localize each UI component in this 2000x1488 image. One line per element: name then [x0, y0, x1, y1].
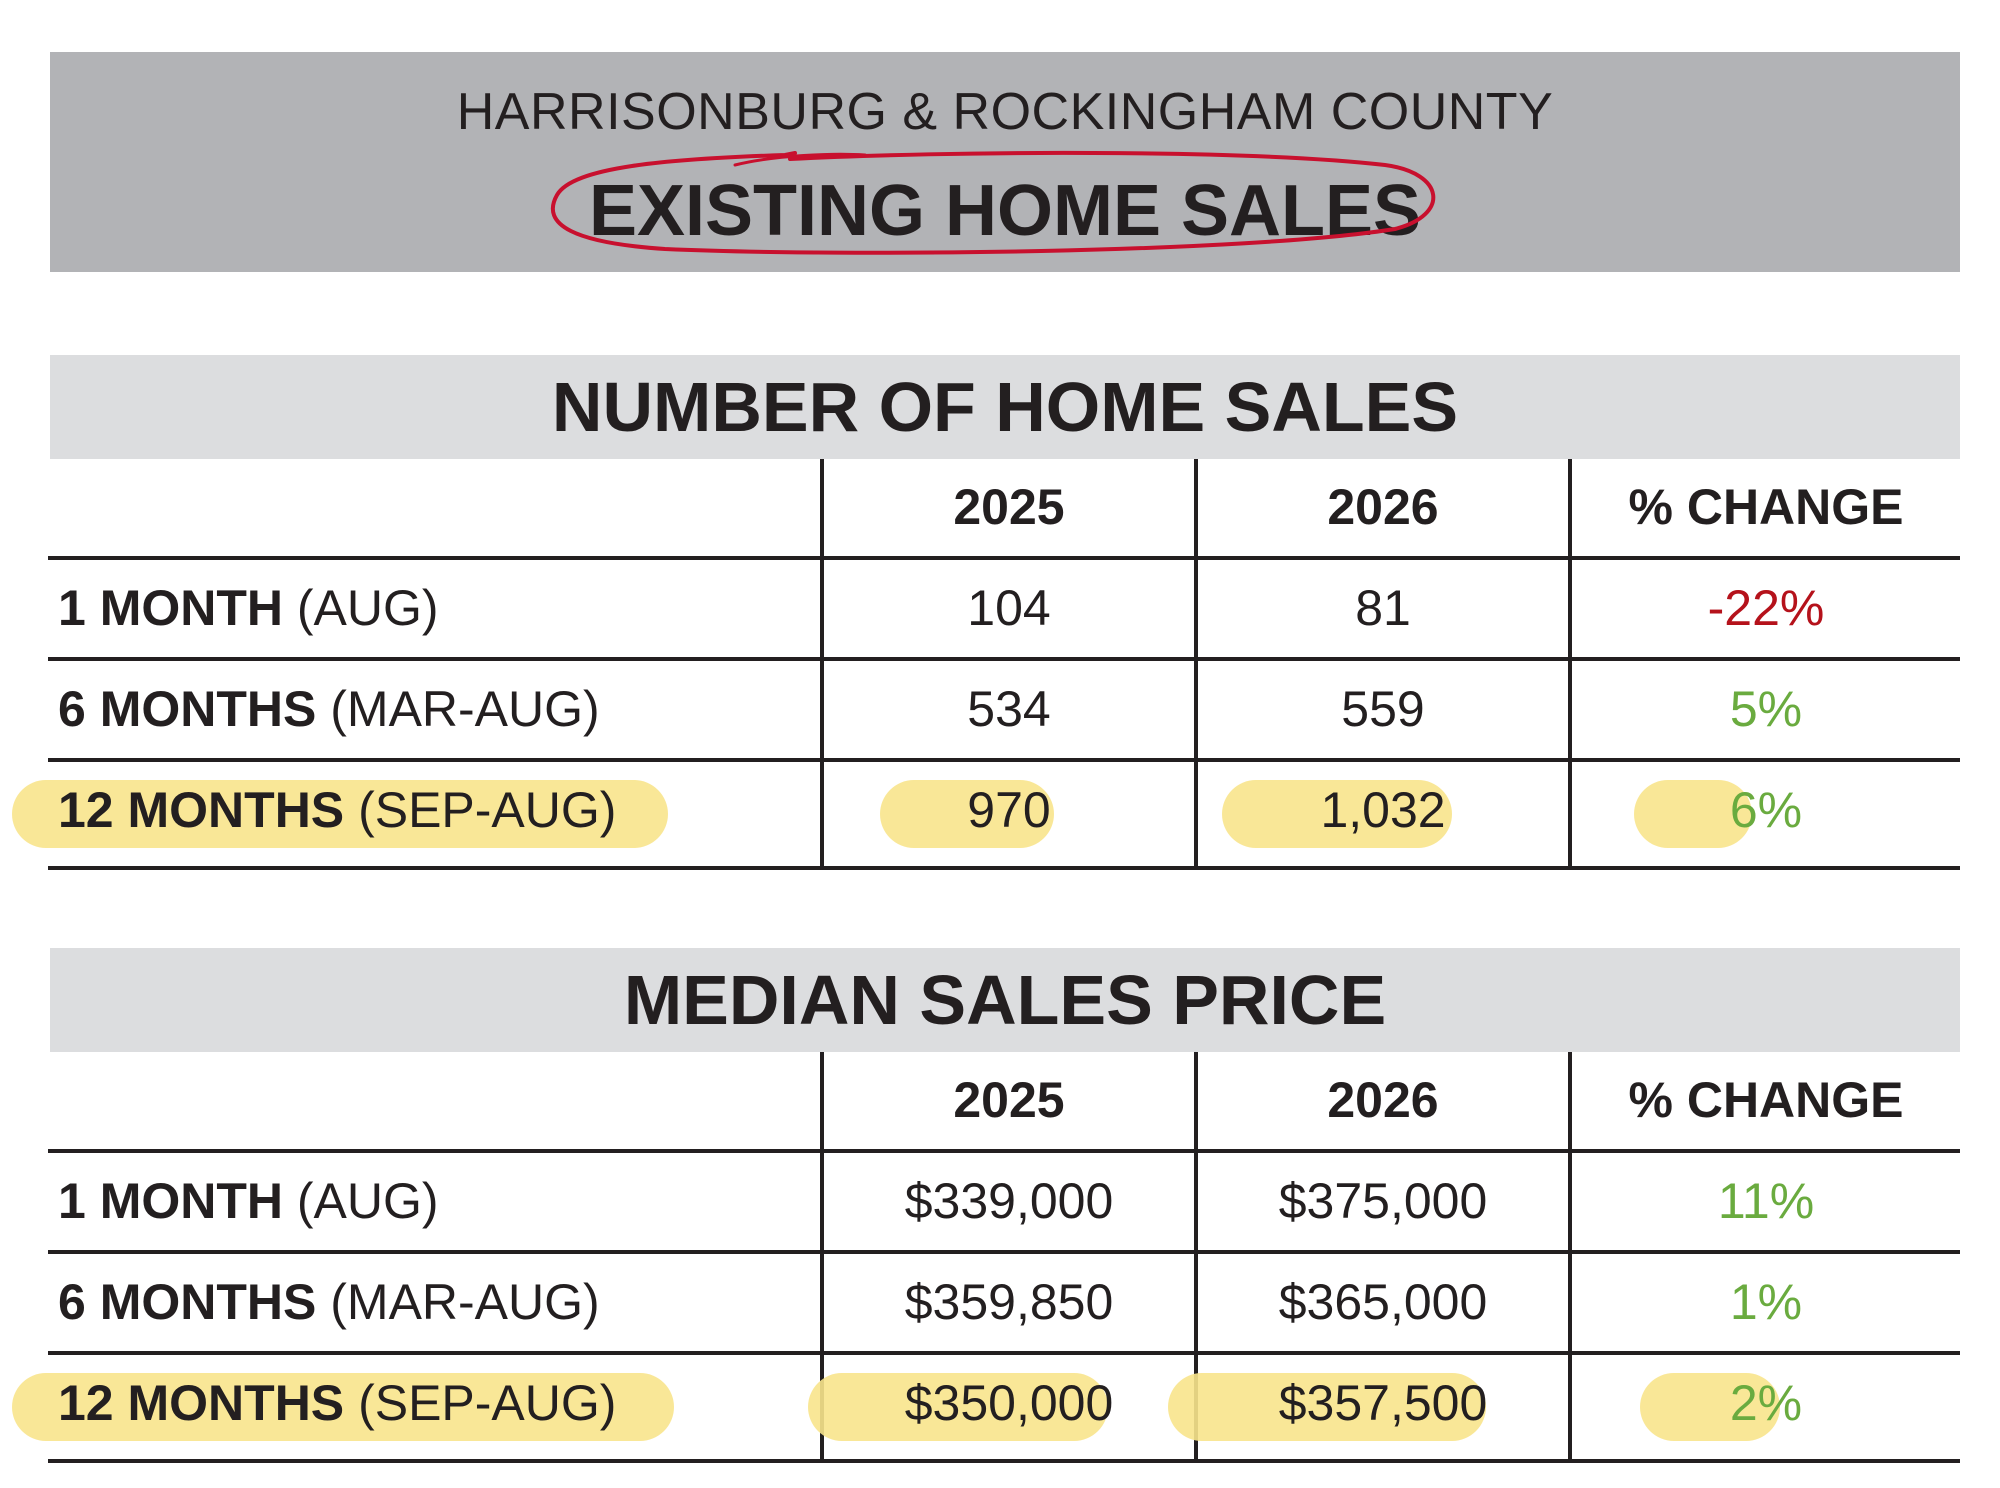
row-divider [48, 866, 1960, 870]
column-divider [1194, 459, 1198, 870]
value-2026: $375,000 [1278, 1173, 1488, 1229]
banner-title: EXISTING HOME SALES [588, 171, 1422, 251]
highlight-mark [1168, 1373, 1486, 1441]
value-2025: 104 [967, 580, 1051, 636]
section-title: NUMBER OF HOME SALES [50, 355, 1960, 459]
row-label: 6 MONTHS (MAR-AUG) [58, 661, 600, 757]
row-label: 12 MONTHS (SEP-AUG) [58, 1355, 616, 1451]
row-label: 1 MONTH (AUG) [58, 1153, 439, 1249]
banner-subtitle: HARRISONBURG & ROCKINGHAM COUNTY [456, 83, 1554, 141]
period-label: 6 MONTHS [58, 1274, 317, 1330]
highlight-mark [1634, 780, 1752, 848]
period-label: 12 MONTHS [58, 782, 345, 838]
column-divider [1194, 1052, 1198, 1463]
value-2025: $339,000 [904, 1173, 1114, 1229]
value-2026: $357,500 [1278, 1375, 1488, 1431]
row-divider [48, 1351, 1960, 1355]
column-divider [820, 1052, 824, 1463]
period-label: 6 MONTHS [58, 681, 317, 737]
column-divider [1568, 1052, 1572, 1463]
title-banner: HARRISONBURG & ROCKINGHAM COUNTY EXISTIN… [50, 52, 1960, 272]
period-range: (AUG) [296, 1173, 439, 1229]
value-2025: 970 [967, 782, 1051, 838]
column-header: 2025 [953, 479, 1065, 535]
percent-change: -22% [1707, 580, 1825, 636]
column-divider [820, 459, 824, 870]
hand-drawn-circle-annotation [550, 150, 1436, 255]
column-header: 2026 [1327, 1072, 1439, 1128]
row-divider [48, 1459, 1960, 1463]
period-label: 1 MONTH [58, 1173, 283, 1229]
highlight-mark [808, 1373, 1108, 1441]
median-sales-price-table: MEDIAN SALES PRICE 2025 2026 % CHANGE 1 MONT… [12, 948, 1960, 1468]
column-header: 2025 [953, 1072, 1065, 1128]
row-label: 1 MONTH (AUG) [58, 560, 439, 656]
row-label: 12 MONTHS (SEP-AUG) [58, 762, 616, 858]
value-2026: $365,000 [1278, 1274, 1488, 1330]
row-label: 6 MONTHS (MAR-AUG) [58, 1254, 600, 1350]
percent-change: 6% [1729, 782, 1803, 838]
period-range: (SEP-AUG) [358, 782, 617, 838]
value-2026: 81 [1355, 580, 1411, 636]
highlight-mark [12, 1373, 674, 1441]
row-divider [48, 1250, 1960, 1254]
row-divider [48, 556, 1960, 560]
column-divider [1568, 459, 1572, 870]
column-header: % CHANGE [1628, 1072, 1904, 1128]
row-divider [48, 657, 1960, 661]
row-divider [48, 758, 1960, 762]
value-2025: $350,000 [904, 1375, 1114, 1431]
period-range: (MAR-AUG) [330, 681, 600, 737]
value-2025: 534 [967, 681, 1051, 737]
period-label: 12 MONTHS [58, 1375, 345, 1431]
column-header: % CHANGE [1628, 479, 1904, 535]
percent-change: 5% [1729, 681, 1803, 737]
column-header: 2026 [1327, 479, 1439, 535]
value-2026: 559 [1341, 681, 1425, 737]
highlight-mark [1640, 1373, 1780, 1441]
period-range: (AUG) [296, 580, 439, 636]
highlight-mark [880, 780, 1054, 848]
value-2026: 1,032 [1320, 782, 1446, 838]
highlight-mark [12, 780, 668, 848]
highlight-mark [1222, 780, 1452, 848]
period-range: (SEP-AUG) [358, 1375, 617, 1431]
period-range: (MAR-AUG) [330, 1274, 600, 1330]
period-label: 1 MONTH [58, 580, 283, 636]
number-of-home-sales-table: NUMBER OF HOME SALES 2025 2026 % CHANGE 1 MO… [12, 355, 1960, 875]
percent-change: 2% [1729, 1375, 1803, 1431]
percent-change: 1% [1729, 1274, 1803, 1330]
value-2025: $359,850 [904, 1274, 1114, 1330]
row-divider [48, 1149, 1960, 1153]
section-title: MEDIAN SALES PRICE [50, 948, 1960, 1052]
percent-change: 11% [1717, 1173, 1815, 1229]
